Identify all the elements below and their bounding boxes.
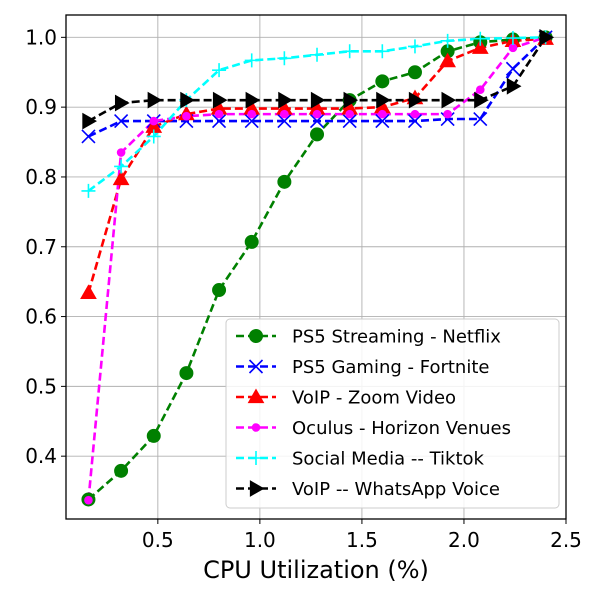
data-point — [212, 91, 228, 109]
data-point — [179, 366, 194, 381]
data-point — [212, 63, 227, 78]
legend-label: PS5 Streaming - Netflix — [292, 327, 501, 348]
data-point — [114, 463, 129, 478]
data-point — [277, 51, 292, 66]
data-point — [182, 111, 191, 121]
data-point — [146, 129, 161, 144]
x-tick-label: 2.5 — [550, 528, 582, 552]
data-point — [407, 65, 422, 80]
plot-frame — [65, 14, 567, 520]
data-point — [443, 109, 452, 119]
legend-marker — [249, 329, 263, 343]
series-markers — [80, 28, 555, 507]
y-tick-label: 0.7 — [25, 235, 57, 259]
data-point — [116, 148, 126, 157]
data-point — [149, 116, 159, 126]
data-point — [508, 43, 518, 53]
data-point — [345, 109, 354, 119]
data-point — [375, 44, 390, 59]
data-point — [410, 109, 420, 119]
data-point — [212, 283, 227, 298]
data-point — [473, 111, 488, 127]
x-axis-label: CPU Utilization (%) — [203, 556, 429, 584]
data-point — [475, 85, 485, 94]
data-point — [82, 112, 97, 130]
y-tick-label: 0.6 — [25, 305, 57, 329]
data-point — [310, 91, 326, 109]
data-point — [280, 109, 289, 119]
data-point — [114, 114, 129, 129]
legend-label: VoIP - Zoom Video — [292, 388, 456, 409]
data-point — [539, 28, 555, 46]
y-tick-label: 0.8 — [25, 165, 57, 189]
data-point — [439, 52, 456, 68]
legend-marker — [247, 388, 265, 404]
legend-label: PS5 Gaming - Fortnite — [292, 357, 489, 378]
data-point — [147, 91, 163, 109]
axis-ticks: 0.5 1.0 1.5 2.0 2.5 0.4 0.5 0.6 0.7 0.8 0.9 1.0 — [25, 25, 582, 552]
legend-box — [225, 318, 560, 509]
data-point — [407, 39, 422, 54]
data-point — [114, 94, 130, 112]
data-point — [505, 61, 521, 76]
data-point — [244, 114, 259, 129]
legend: PS5 Streaming - Netflix PS5 Gaming - Fort… — [225, 318, 560, 509]
data-point — [474, 91, 489, 109]
data-point — [312, 109, 322, 119]
y-tick-label: 1.0 — [25, 25, 57, 49]
legend-marker — [249, 451, 263, 465]
series-line — [87, 37, 546, 294]
x-tick-label: 0.5 — [142, 528, 174, 552]
data-point — [506, 77, 522, 95]
data-point — [244, 234, 259, 249]
data-point — [408, 91, 424, 109]
data-point — [277, 174, 292, 189]
data-point — [375, 74, 390, 89]
data-point — [247, 109, 257, 119]
data-point — [244, 53, 259, 68]
data-point — [81, 183, 96, 198]
data-point — [342, 114, 357, 129]
data-point — [440, 111, 455, 127]
data-point — [342, 44, 357, 59]
x-tick-label: 1.5 — [346, 528, 378, 552]
data-point — [505, 31, 520, 46]
legend-label: Oculus - Horizon Venues — [292, 418, 511, 439]
data-point — [112, 170, 130, 186]
data-point — [473, 31, 488, 46]
data-point — [211, 114, 227, 129]
legend-marker — [249, 480, 265, 497]
data-point — [407, 114, 423, 129]
y-tick-label: 0.9 — [25, 95, 57, 119]
data-point — [214, 109, 224, 119]
data-point — [310, 47, 325, 62]
data-point — [81, 129, 96, 144]
data-point — [441, 91, 457, 109]
legend-marker — [248, 359, 264, 374]
data-point — [375, 114, 390, 129]
x-tick-label: 2.0 — [448, 528, 480, 552]
data-point — [245, 91, 261, 109]
y-tick-label: 0.5 — [25, 374, 57, 398]
data-point — [80, 284, 97, 299]
data-point — [343, 91, 359, 109]
data-point — [278, 91, 293, 109]
x-tick-label: 1.0 — [244, 528, 276, 552]
data-point — [114, 159, 129, 174]
data-point — [309, 114, 325, 129]
data-point — [378, 109, 387, 119]
legend-label: Social Media -- Tiktok — [292, 449, 485, 470]
data-point — [146, 428, 161, 443]
data-point — [310, 127, 325, 142]
y-tick-label: 0.4 — [25, 444, 57, 468]
data-point — [180, 91, 195, 109]
data-point — [84, 495, 93, 505]
data-point — [440, 33, 455, 48]
legend-label: VoIP -- WhatsApp Voice — [292, 479, 500, 500]
data-point — [376, 91, 391, 109]
data-point — [471, 39, 489, 54]
legend-marker — [251, 423, 261, 432]
data-point — [277, 114, 292, 129]
